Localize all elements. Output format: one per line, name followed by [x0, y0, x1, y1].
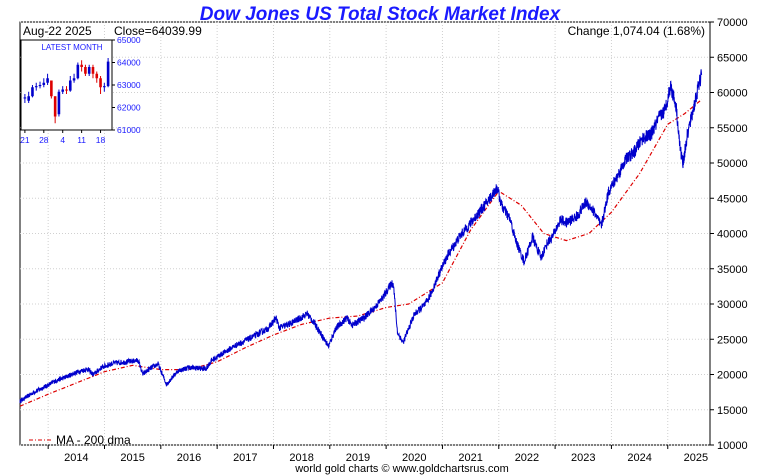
- chart-title: Dow Jones US Total Stock Market Index: [200, 4, 562, 25]
- plot-area: [19, 21, 711, 446]
- inset-x-axis: 21 28 4 11 18: [20, 130, 106, 145]
- x-tick-label: 2021: [458, 452, 482, 464]
- y-tick-label: 10000: [717, 440, 748, 452]
- inset-bar: [65, 89, 68, 91]
- inset-bar: [106, 61, 110, 87]
- x-tick-label: 2015: [120, 452, 144, 464]
- y-tick-label: 35000: [717, 264, 748, 276]
- inset-bar: [61, 89, 65, 92]
- inset-x-tick-label: 4: [60, 135, 65, 145]
- inset-x-tick-label: 18: [96, 135, 106, 145]
- inset-bar: [91, 67, 95, 74]
- y-tick-label: 20000: [717, 370, 748, 382]
- y-tick-label: 60000: [717, 88, 748, 100]
- x-tick-label: 2024: [627, 452, 651, 464]
- x-tick-label: 2019: [346, 452, 370, 464]
- x-tick-label: 2020: [402, 452, 426, 464]
- x-tick-label: 2014: [64, 452, 88, 464]
- inset-bar: [103, 86, 106, 88]
- y-tick-label: 40000: [717, 229, 748, 241]
- footer-credit: world gold charts © www.goldchartsrus.co…: [294, 463, 509, 475]
- price-series: [19, 69, 703, 404]
- y-tick-label: 25000: [717, 334, 748, 346]
- x-tick-label: 2022: [515, 452, 539, 464]
- inset-y-tick-label: 62000: [117, 103, 141, 113]
- y-tick-label: 15000: [717, 405, 748, 417]
- inset-bar: [72, 78, 76, 81]
- y-tick-label: 65000: [717, 52, 748, 64]
- y-tick-label: 30000: [717, 299, 748, 311]
- inset-bar: [57, 91, 61, 115]
- y-axis: 10000 15000 20000 25000 30000 35000 40000 45000…: [710, 17, 748, 452]
- inset-bar: [42, 82, 46, 85]
- x-tick-label: 2017: [233, 452, 257, 464]
- close-label: Close=64039.99: [114, 24, 202, 38]
- inset-title: LATEST MONTH: [41, 43, 102, 52]
- ma-line: [19, 99, 702, 407]
- inset-bar: [38, 85, 42, 87]
- inset-bar: [23, 97, 27, 99]
- change-label: Change 1,074.04 (1.68%): [568, 24, 705, 38]
- inset-bar: [76, 64, 80, 79]
- inset-y-axis: 61000 62000 63000 64000 65000: [112, 35, 141, 135]
- y-tick-label: 70000: [717, 17, 748, 29]
- y-tick-label: 50000: [717, 158, 748, 170]
- x-tick-label: 2016: [177, 452, 201, 464]
- x-tick-label: 2018: [289, 452, 313, 464]
- grid: [20, 21, 710, 446]
- inset-bar: [68, 80, 72, 91]
- inset-x-tick-label: 21: [20, 135, 30, 145]
- inset-frame: [20, 39, 113, 131]
- date-label: Aug-22 2025: [23, 24, 92, 38]
- inset-y-tick-label: 65000: [117, 35, 141, 45]
- legend-label: MA - 200 dma: [56, 433, 131, 447]
- inset-bar: [50, 80, 53, 97]
- inset-x-tick-label: 28: [39, 135, 49, 145]
- inset-bar: [99, 78, 102, 88]
- inset-chart: LATEST MONTH 61000 62000 63000 64000 65000 2…: [20, 35, 141, 145]
- inset-bar: [87, 67, 91, 74]
- inset-bar: [84, 67, 87, 74]
- inset-bar: [46, 78, 49, 83]
- inset-y-tick-label: 64000: [117, 58, 141, 68]
- inset-x-tick-label: 11: [77, 135, 86, 145]
- price-line: [19, 69, 703, 404]
- inset-bar: [27, 96, 30, 101]
- y-tick-label: 45000: [717, 193, 748, 205]
- inset-bar: [31, 87, 34, 97]
- x-axis: 2014 2015 2016 2017 2018 2019 2020 2021 2022 2023…: [47, 445, 708, 464]
- inset-bar: [95, 73, 99, 79]
- x-tick-label: 2023: [571, 452, 595, 464]
- inset-y-tick-label: 61000: [117, 125, 141, 135]
- y-tick-label: 55000: [717, 123, 748, 135]
- inset-bar: [34, 86, 38, 88]
- ma-series: [19, 99, 702, 407]
- inset-bar: [80, 64, 83, 67]
- x-tick-label: 2025: [684, 452, 708, 464]
- inset-bars: [23, 58, 110, 124]
- inset-y-tick-label: 63000: [117, 80, 141, 90]
- inset-bar: [53, 96, 57, 117]
- legend: MA - 200 dma: [29, 433, 131, 447]
